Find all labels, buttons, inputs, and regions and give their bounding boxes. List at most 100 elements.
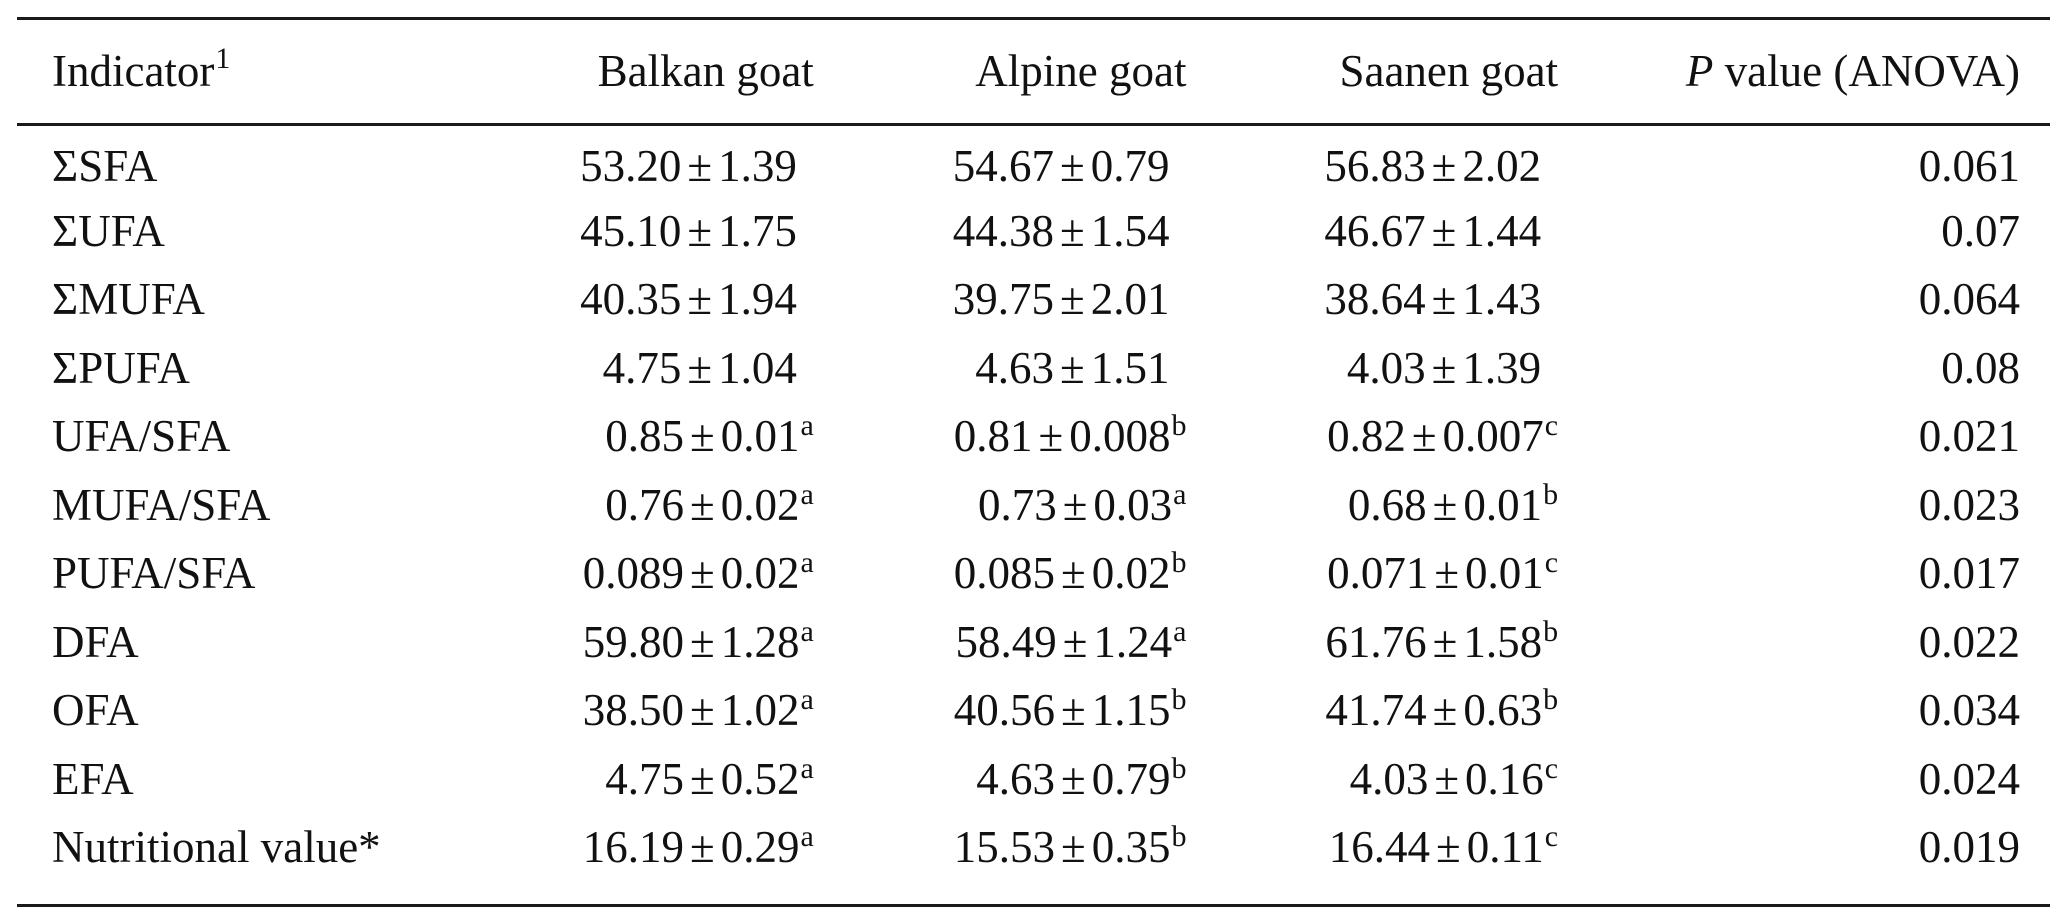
- sd-value: 1.28: [720, 616, 800, 667]
- significance-letter: c: [1544, 820, 1559, 854]
- saanen-value-cell: 4.03 ±1.39: [1186, 334, 1558, 403]
- sd-value: 0.29: [720, 822, 800, 873]
- alpine-value-cell: 0.73 ±0.03a: [814, 471, 1187, 540]
- alpine-value-cell: 4.63 ±0.79b: [814, 745, 1187, 814]
- significance-letter: b: [1543, 683, 1559, 717]
- significance-letter: a: [1173, 477, 1187, 511]
- balkan-value-cell: 0.76 ±0.02a: [401, 471, 814, 540]
- p-value-cell: 0.019: [1918, 822, 2020, 873]
- mean-value: 40.56: [953, 685, 1056, 736]
- header-p-italic: P: [1685, 46, 1714, 96]
- plus-minus-symbol: ±: [1431, 140, 1457, 191]
- sd-value: 0.007: [1442, 411, 1544, 462]
- sd-value: 0.01: [1463, 479, 1543, 530]
- mean-value: 38.64: [1324, 274, 1426, 325]
- mean-value: 0.68: [1347, 479, 1427, 530]
- sd-value: 1.39: [718, 140, 797, 191]
- p-value-cell: 0.08: [1941, 342, 2020, 393]
- sd-value: 1.43: [1462, 274, 1542, 325]
- balkan-value-cell: 59.80 ±1.28a: [401, 608, 814, 677]
- balkan-value-cell: 4.75 ±0.52a: [401, 745, 814, 814]
- table-row: DFA 59.80 ±1.28a 58.49 ±1.24a 61.76 ±1.58b 0.02…: [17, 608, 2050, 677]
- plus-minus-symbol: ±: [1061, 822, 1086, 873]
- significance-letter: b: [1171, 751, 1187, 785]
- significance-letter: c: [1544, 751, 1559, 785]
- sd-value: 0.52: [720, 753, 800, 804]
- saanen-value-cell: 0.82 ±0.007c: [1186, 403, 1558, 472]
- mean-value: 46.67: [1324, 205, 1426, 256]
- mean-value: 56.83: [1324, 140, 1426, 191]
- significance-letter: c: [1544, 409, 1559, 443]
- p-value-cell: 0.07: [1941, 205, 2020, 256]
- significance-letter: a: [1173, 614, 1187, 648]
- sd-value: 1.51: [1090, 342, 1170, 393]
- table-body: ΣSFA 53.20 ±1.39 54.67 ±0.79 56.83 ±2.02 0.061 Σ…: [17, 123, 2050, 882]
- p-value-cell: 0.064: [1918, 274, 2020, 325]
- plus-minus-symbol: ±: [690, 548, 715, 599]
- alpine-value-cell: 40.56 ±1.15b: [814, 677, 1187, 746]
- mean-value: 39.75: [952, 274, 1055, 325]
- significance-letter: b: [1171, 683, 1187, 717]
- balkan-value-cell: 45.10 ±1.75: [401, 197, 814, 266]
- table-row: Nutritional value* 16.19 ±0.29a 15.53 ±0.35b…: [17, 814, 2050, 883]
- plus-minus-symbol: ±: [1062, 479, 1088, 530]
- alpine-value-cell: 0.085 ±0.02b: [814, 540, 1187, 609]
- mean-value: 53.20: [580, 140, 682, 191]
- p-value-cell: 0.023: [1918, 479, 2020, 530]
- table-row: ΣUFA 45.10 ±1.75 44.38 ±1.54 46.67 ±1.44 0.07: [17, 197, 2050, 266]
- top-rule: [17, 17, 2050, 20]
- header-row: Indicator1 Balkan goat Alpine goat Saane…: [17, 20, 2050, 123]
- plus-minus-symbol: ±: [687, 140, 713, 191]
- significance-letter: a: [800, 820, 814, 854]
- sd-value: 0.35: [1091, 822, 1171, 873]
- p-value-cell: 0.022: [1918, 616, 2020, 667]
- plus-minus-symbol: ±: [1038, 411, 1064, 462]
- significance-letter: a: [800, 409, 814, 443]
- significance-letter: a: [800, 751, 814, 785]
- plus-minus-symbol: ±: [1061, 548, 1086, 599]
- table-row: OFA 38.50 ±1.02a 40.56 ±1.15b 41.74 ±0.63b 0.03…: [17, 677, 2050, 746]
- sd-value: 1.39: [1462, 342, 1542, 393]
- plus-minus-symbol: ±: [1060, 205, 1085, 256]
- mean-value: 45.10: [580, 205, 682, 256]
- sd-value: 0.03: [1093, 479, 1173, 530]
- alpine-value-cell: 44.38 ±1.54: [814, 197, 1187, 266]
- plus-minus-symbol: ±: [1061, 753, 1086, 804]
- sd-value: 0.11: [1466, 822, 1544, 873]
- plus-minus-symbol: ±: [687, 342, 713, 393]
- plus-minus-symbol: ±: [1060, 140, 1085, 191]
- indicator-cell: ΣUFA: [52, 205, 165, 256]
- table-row: UFA/SFA 0.85 ±0.01a 0.81 ±0.008b 0.82 ±0.007c 0…: [17, 403, 2050, 472]
- alpine-value-cell: 39.75 ±2.01: [814, 266, 1187, 335]
- indicator-cell: ΣPUFA: [52, 342, 190, 393]
- significance-letter: a: [800, 546, 814, 580]
- table-row: MUFA/SFA 0.76 ±0.02a 0.73 ±0.03a 0.68 ±0.01b 0.…: [17, 471, 2050, 540]
- plus-minus-symbol: ±: [690, 753, 715, 804]
- indicator-cell: UFA/SFA: [52, 411, 231, 462]
- header-p-value: P value (ANOVA): [1558, 20, 2050, 123]
- sd-value: 0.02: [1091, 548, 1171, 599]
- significance-letter: c: [1544, 546, 1559, 580]
- saanen-value-cell: 46.67 ±1.44: [1186, 197, 1558, 266]
- significance-letter: b: [1171, 820, 1187, 854]
- table-header: Indicator1 Balkan goat Alpine goat Saane…: [17, 20, 2050, 123]
- sd-value: 1.58: [1463, 616, 1543, 667]
- significance-letter: b: [1543, 614, 1559, 648]
- indicator-cell: PUFA/SFA: [52, 548, 256, 599]
- plus-minus-symbol: ±: [690, 411, 715, 462]
- balkan-value-cell: 16.19 ±0.29a: [401, 814, 814, 883]
- plus-minus-symbol: ±: [687, 274, 713, 325]
- plus-minus-symbol: ±: [1431, 274, 1457, 325]
- mean-value: 4.75: [605, 753, 685, 804]
- saanen-value-cell: 16.44 ±0.11c: [1186, 814, 1558, 883]
- saanen-value-cell: 41.74 ±0.63b: [1186, 677, 1558, 746]
- indicator-cell: ΣSFA: [52, 140, 158, 191]
- indicator-cell: DFA: [52, 616, 139, 667]
- table-row: ΣMUFA 40.35 ±1.94 39.75 ±2.01 38.64 ±1.43 0.064: [17, 266, 2050, 335]
- indicator-cell: OFA: [52, 685, 139, 736]
- sd-value: 0.02: [720, 548, 800, 599]
- plus-minus-symbol: ±: [687, 205, 713, 256]
- saanen-value-cell: 38.64 ±1.43: [1186, 266, 1558, 335]
- sd-value: 0.01: [720, 411, 800, 462]
- sd-value: 0.63: [1463, 685, 1543, 736]
